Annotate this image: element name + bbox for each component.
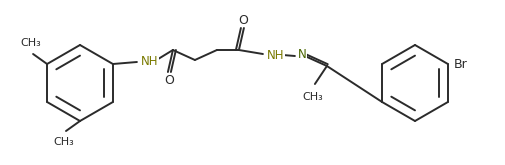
Text: NH: NH: [140, 54, 158, 67]
Text: O: O: [164, 73, 174, 86]
Text: CH₃: CH₃: [54, 137, 74, 147]
Text: Br: Br: [453, 57, 467, 70]
Text: CH₃: CH₃: [21, 38, 41, 48]
Text: CH₃: CH₃: [302, 92, 323, 102]
Text: N: N: [297, 48, 306, 61]
Text: NH: NH: [266, 49, 284, 62]
Text: O: O: [237, 14, 247, 27]
